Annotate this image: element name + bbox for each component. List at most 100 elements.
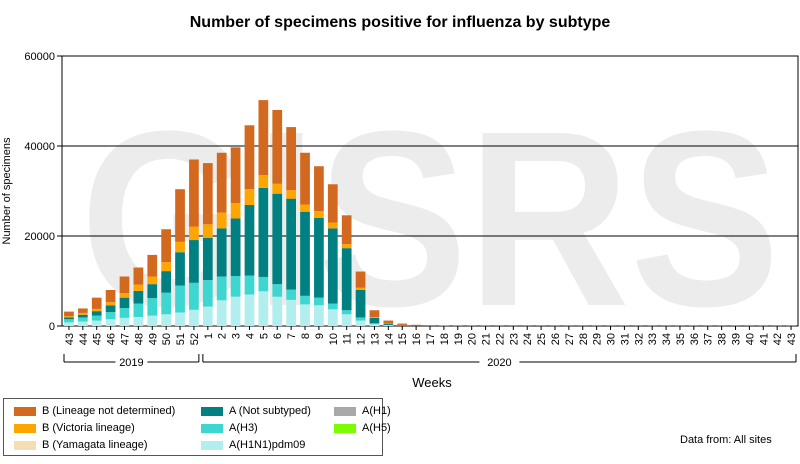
bar-segment <box>230 296 241 326</box>
bar-segment <box>286 299 296 326</box>
bar-segment <box>272 110 283 184</box>
legend-label: B (Yamagata lineage) <box>42 439 148 451</box>
x-tick-label: 8 <box>300 333 312 339</box>
x-tick-label: 38 <box>717 333 729 345</box>
bar-segment <box>314 297 324 306</box>
bar-segment <box>327 309 338 326</box>
x-tick-label: 33 <box>647 333 659 345</box>
bar-segment <box>91 297 102 309</box>
bar-segment <box>300 295 310 305</box>
x-tick-label: 47 <box>119 333 131 345</box>
bar-segment <box>355 287 366 290</box>
x-tick-label: 1 <box>203 333 215 339</box>
bar-segment <box>383 325 394 326</box>
bar-segment <box>216 212 227 229</box>
bar-segment <box>327 303 338 310</box>
bar-segment <box>147 276 158 285</box>
source-note: Data from: All sites <box>680 434 772 446</box>
bar-segment <box>133 267 144 285</box>
x-tick-label: 44 <box>78 333 90 345</box>
bar-segment <box>105 302 116 306</box>
legend-label: A(H1N1)pdm09 <box>229 439 306 451</box>
x-tick-label: 34 <box>661 333 673 345</box>
legend-swatch <box>201 423 223 433</box>
bars-layer <box>64 100 796 326</box>
x-tick-label: 3 <box>231 333 243 339</box>
bar-segment <box>161 262 172 272</box>
bar-segment <box>105 319 116 326</box>
bar-segment <box>341 310 352 315</box>
bar-segment <box>369 324 380 326</box>
bar-segment <box>258 175 269 188</box>
bar-segment <box>230 276 241 297</box>
bar-segment <box>189 240 199 283</box>
bar-segment <box>383 323 394 325</box>
bar-segment <box>77 317 88 322</box>
bar-segment <box>230 203 241 219</box>
bar-segment <box>147 315 158 326</box>
legend-item-b-yamagata-lineage: B (Yamagata lineage) <box>14 439 148 451</box>
bar-segment <box>369 323 380 325</box>
bar-segment <box>175 252 185 286</box>
bar-segment <box>64 319 74 323</box>
bar-segment <box>216 152 227 213</box>
y-tick-label: 60000 <box>24 51 55 63</box>
bar-segment <box>300 204 310 212</box>
x-tick-label: 11 <box>342 333 354 344</box>
bar-segment <box>286 127 296 191</box>
bar-segment <box>64 322 74 326</box>
bar-segment <box>258 100 269 176</box>
bar-segment <box>230 147 241 204</box>
bar-segment <box>327 222 338 229</box>
x-tick-label: 5 <box>258 333 270 339</box>
x-tick-label: 9 <box>314 333 326 339</box>
bar-segment <box>272 296 283 326</box>
x-tick-label: 46 <box>106 333 118 345</box>
legend-item-a-h3: A(H3) <box>201 422 258 434</box>
x-tick-label: 26 <box>550 333 562 345</box>
bar-segment <box>147 254 158 277</box>
year-label: 2020 <box>487 357 511 369</box>
bar-segment <box>341 244 352 249</box>
legend-item-a-h1n1pdm09: A(H1N1)pdm09 <box>201 439 305 451</box>
legend-swatch <box>334 423 356 433</box>
x-tick-label: 31 <box>619 333 631 345</box>
legend-label: B (Victoria lineage) <box>42 422 135 434</box>
x-tick-label: 48 <box>133 333 145 345</box>
bar-segment <box>91 315 102 321</box>
bar-segment <box>258 276 269 292</box>
x-tick-label: 32 <box>633 333 645 345</box>
x-tick-label: 22 <box>494 333 506 345</box>
x-tick-label: 49 <box>147 333 159 345</box>
bar-segment <box>244 294 255 326</box>
bar-segment <box>119 276 130 294</box>
bar-segment <box>161 271 172 293</box>
bar-segment <box>314 305 324 326</box>
bar-segment <box>369 310 380 317</box>
bar-segment <box>244 125 255 190</box>
bar-segment <box>91 320 102 326</box>
x-tick-label: 17 <box>425 333 437 345</box>
bar-segment <box>175 189 185 242</box>
x-tick-label: 43 <box>64 333 76 345</box>
bar-segment <box>258 187 269 277</box>
bar-segment <box>202 237 213 281</box>
legend-label: A(H3) <box>229 422 258 434</box>
bar-segment <box>272 183 283 194</box>
x-tick-label: 14 <box>383 333 395 345</box>
year-label: 2019 <box>119 357 143 369</box>
bar-segment <box>77 321 88 326</box>
bar-segment <box>133 303 144 317</box>
x-tick-label: 52 <box>189 333 201 345</box>
bar-segment <box>161 292 172 315</box>
bar-segment <box>202 224 213 238</box>
x-tick-label: 30 <box>606 333 618 345</box>
bar-segment <box>133 284 144 291</box>
bar-segment <box>341 314 352 326</box>
bar-segment <box>341 215 352 245</box>
bar-segment <box>355 317 366 321</box>
bar-segment <box>355 290 366 318</box>
bar-segment <box>175 241 185 253</box>
